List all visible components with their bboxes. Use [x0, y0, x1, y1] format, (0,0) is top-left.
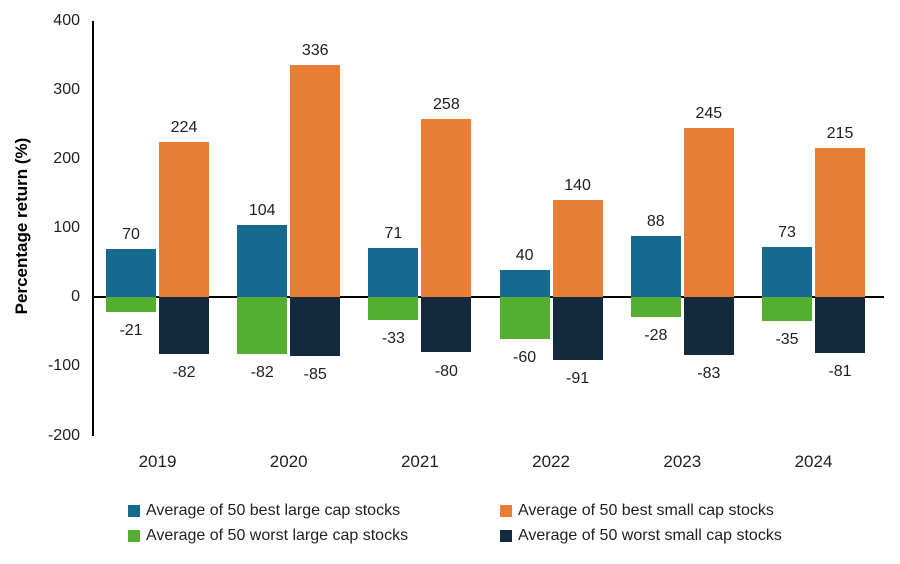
bar-series-0	[630, 236, 681, 298]
bar-value-label: 215	[826, 125, 854, 143]
x-tick-label: 2022	[532, 452, 570, 471]
bar-value-label: -33	[381, 329, 405, 347]
bar-value-label: -85	[303, 365, 327, 383]
bar-series-1	[815, 148, 865, 298]
y-tick-label: 400	[53, 11, 80, 29]
x-tick-label: 2024	[794, 452, 833, 471]
x-tick-label: 2023	[663, 452, 702, 471]
bar-series-1	[552, 200, 603, 298]
y-tick-label: 200	[53, 149, 80, 167]
legend-item: Average of 50 best large cap stocks	[128, 502, 500, 520]
bar-value-label: -80	[434, 362, 458, 380]
y-axis-line	[92, 20, 94, 436]
bar-value-label: 70	[122, 225, 140, 243]
bar-series-1	[421, 118, 472, 298]
legend-item: Average of 50 worst small cap stocks	[500, 527, 782, 545]
bar-series-0	[368, 248, 419, 298]
bar-series-2	[762, 297, 812, 322]
zero-baseline	[92, 296, 884, 299]
legend-swatch-icon	[128, 505, 140, 517]
bar-value-label: -82	[250, 363, 274, 381]
bar-value-label: 73	[778, 223, 796, 241]
bar-series-1	[159, 142, 209, 298]
legend-item: Average of 50 best small cap stocks	[500, 502, 782, 520]
bar-value-label: -83	[697, 364, 721, 382]
bar-value-label: 104	[248, 202, 276, 220]
bar-series-2	[106, 297, 156, 312]
x-tick-label: 2020	[269, 452, 308, 471]
bar-series-3	[552, 297, 603, 361]
bar-series-3	[683, 297, 734, 355]
y-tick-label: 0	[71, 288, 80, 306]
bar-value-label: 245	[695, 104, 723, 122]
x-tick-label: 2019	[138, 452, 177, 471]
bar-value-label: 336	[301, 41, 329, 59]
bar-value-label: -21	[119, 321, 143, 339]
bar-value-label: -28	[644, 326, 668, 344]
bar-series-0	[762, 246, 812, 298]
legend-swatch-icon	[500, 505, 512, 517]
bar-series-1	[683, 127, 734, 298]
bar-value-label: -35	[775, 331, 799, 349]
bar-series-2	[630, 297, 681, 317]
bar-series-3	[290, 297, 341, 356]
legend-item: Average of 50 worst large cap stocks	[128, 527, 500, 545]
bar-value-label: 224	[170, 119, 198, 137]
legend-label: Average of 50 best small cap stocks	[518, 502, 774, 519]
legend: Average of 50 best large cap stocks Avera…	[128, 502, 782, 545]
bar-series-2	[368, 297, 419, 320]
bar-value-label: 140	[564, 177, 591, 195]
bar-series-2	[237, 297, 288, 354]
bar-value-label: -91	[566, 370, 590, 388]
bar-value-label: 258	[433, 95, 460, 113]
y-tick-label: 100	[53, 219, 80, 236]
y-axis-title: Percentage return (%)	[12, 137, 31, 315]
bar-value-label: -60	[513, 348, 537, 366]
bar-series-0	[499, 269, 550, 298]
bar-series-2	[499, 297, 550, 339]
bar-series-0	[106, 248, 156, 298]
legend-swatch-icon	[500, 530, 512, 542]
bar-series-3	[159, 297, 209, 354]
bar-value-label: -82	[172, 363, 196, 381]
bar-value-label: 71	[384, 225, 403, 243]
x-tick-label: 2021	[400, 452, 439, 471]
y-tick-label: -100	[47, 357, 80, 375]
bar-series-3	[421, 297, 472, 353]
bar-series-1	[290, 64, 341, 298]
legend-swatch-icon	[128, 530, 140, 542]
legend-label: Average of 50 worst small cap stocks	[518, 527, 782, 544]
bar-series-0	[237, 225, 288, 298]
bar-value-label: 40	[515, 246, 534, 264]
bar-value-label: 88	[646, 213, 665, 231]
legend-label: Average of 50 best large cap stocks	[146, 502, 401, 519]
y-tick-label: -200	[47, 426, 80, 444]
legend-label: Average of 50 worst large cap stocks	[146, 527, 409, 544]
y-tick-label: 300	[53, 80, 80, 98]
bar-series-3	[815, 297, 865, 354]
bar-value-label: -81	[828, 363, 852, 381]
